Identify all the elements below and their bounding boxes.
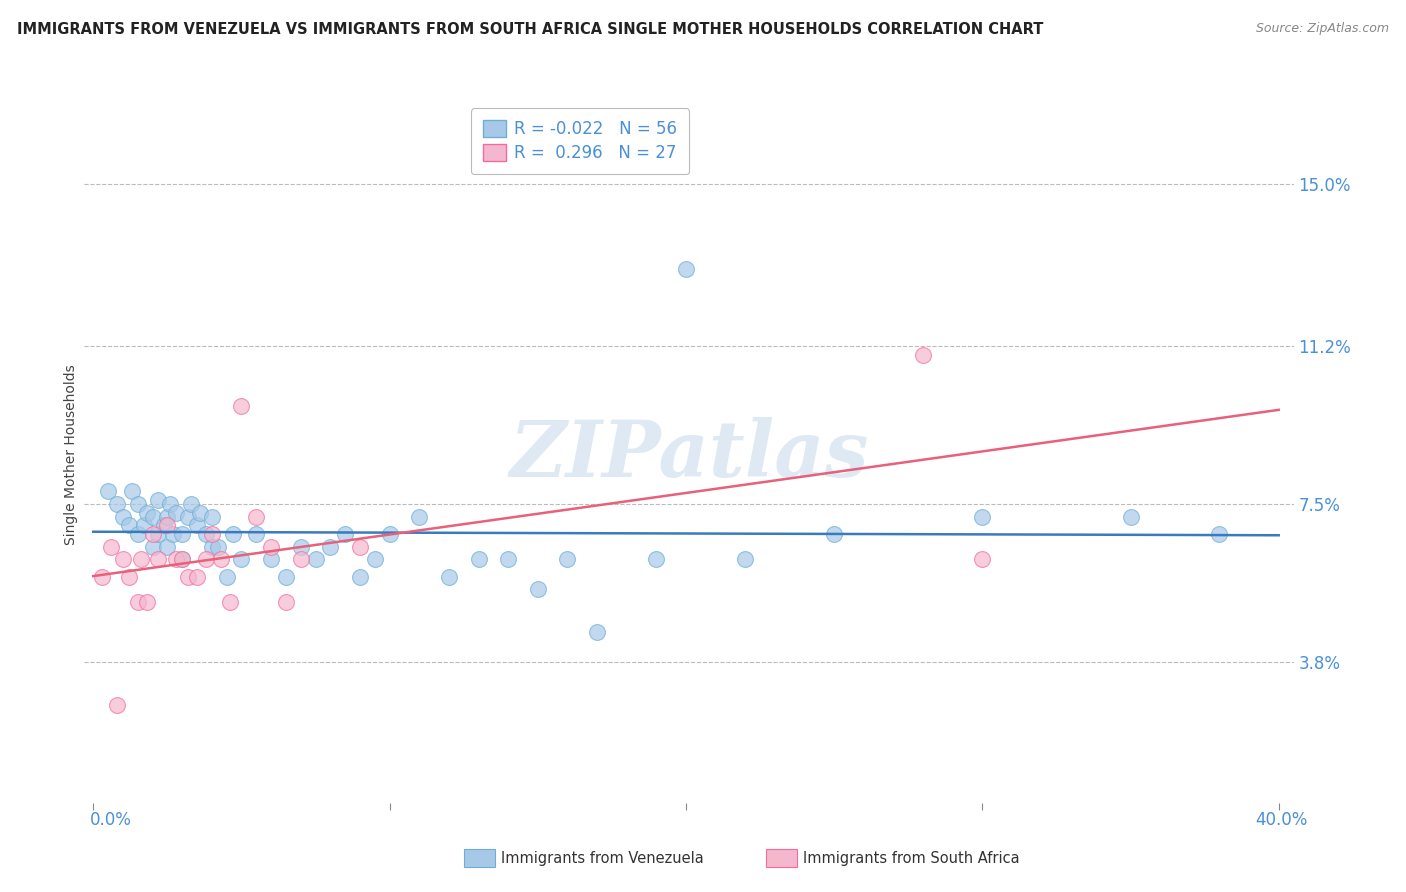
Point [333,527,356,541]
Point [231,552,253,566]
Point [127,497,149,511]
Point [129,552,152,566]
Point [172,552,194,566]
Point [364,552,387,566]
Point [349,569,371,583]
Point [186,518,208,533]
Point [141,540,163,554]
Point [734,552,756,566]
Point [180,497,202,511]
Point [127,527,149,541]
Point [165,506,187,520]
Point [245,527,267,541]
Point [177,509,200,524]
Legend: R = -0.022   N = 56, R =  0.296   N = 27: R = -0.022 N = 56, R = 0.296 N = 27 [471,109,689,174]
Point [188,506,211,520]
Point [148,492,170,507]
Point [260,552,283,566]
Point [527,582,550,597]
Point [156,518,179,533]
Point [121,484,143,499]
Point [156,509,179,524]
Text: ZIPatlas: ZIPatlas [509,417,869,493]
Point [135,595,157,609]
Point [186,569,208,583]
Point [159,497,181,511]
Point [304,552,326,566]
Point [132,518,155,533]
Point [823,527,845,541]
Point [141,527,163,541]
Text: IMMIGRANTS FROM VENEZUELA VS IMMIGRANTS FROM SOUTH AFRICA SINGLE MOTHER HOUSEHOL: IMMIGRANTS FROM VENEZUELA VS IMMIGRANTS … [17,22,1043,37]
Point [100,540,122,554]
Point [319,540,342,554]
Point [209,552,232,566]
Point [467,552,489,566]
Point [586,625,609,640]
Point [118,518,141,533]
Point [91,569,114,583]
Point [172,552,194,566]
Point [97,484,120,499]
Point [156,540,179,554]
Point [260,540,283,554]
Point [218,595,240,609]
Point [290,540,312,554]
Point [153,518,176,533]
Point [207,540,229,554]
Point [105,698,128,712]
Point [557,552,579,566]
Point [221,527,243,541]
Text: Immigrants from Venezuela: Immigrants from Venezuela [501,851,703,865]
Point [105,497,128,511]
Point [177,569,200,583]
Point [972,552,994,566]
Text: Immigrants from South Africa: Immigrants from South Africa [803,851,1019,865]
Point [349,540,371,554]
Point [972,509,994,524]
Point [408,509,430,524]
Point [496,552,519,566]
Point [912,348,935,362]
Point [1119,509,1142,524]
Point [201,527,224,541]
Point [135,506,157,520]
Point [245,509,267,524]
Point [274,595,297,609]
Point [215,569,238,583]
Point [162,527,184,541]
Point [1208,527,1230,541]
Point [194,527,217,541]
Text: 40.0%: 40.0% [1256,811,1308,829]
Point [141,509,163,524]
Point [290,552,312,566]
Point [111,509,134,524]
Point [118,569,141,583]
Point [201,509,224,524]
Point [172,527,194,541]
Point [127,595,149,609]
Point [645,552,668,566]
Text: 0.0%: 0.0% [90,811,132,829]
Point [675,262,697,277]
Point [111,552,134,566]
Text: Source: ZipAtlas.com: Source: ZipAtlas.com [1256,22,1389,36]
Point [194,552,217,566]
Point [378,527,401,541]
Point [437,569,460,583]
Point [201,540,224,554]
Point [165,552,187,566]
Point [148,552,170,566]
Point [231,399,253,413]
Point [274,569,297,583]
Point [148,527,170,541]
Y-axis label: Single Mother Households: Single Mother Households [65,365,79,545]
